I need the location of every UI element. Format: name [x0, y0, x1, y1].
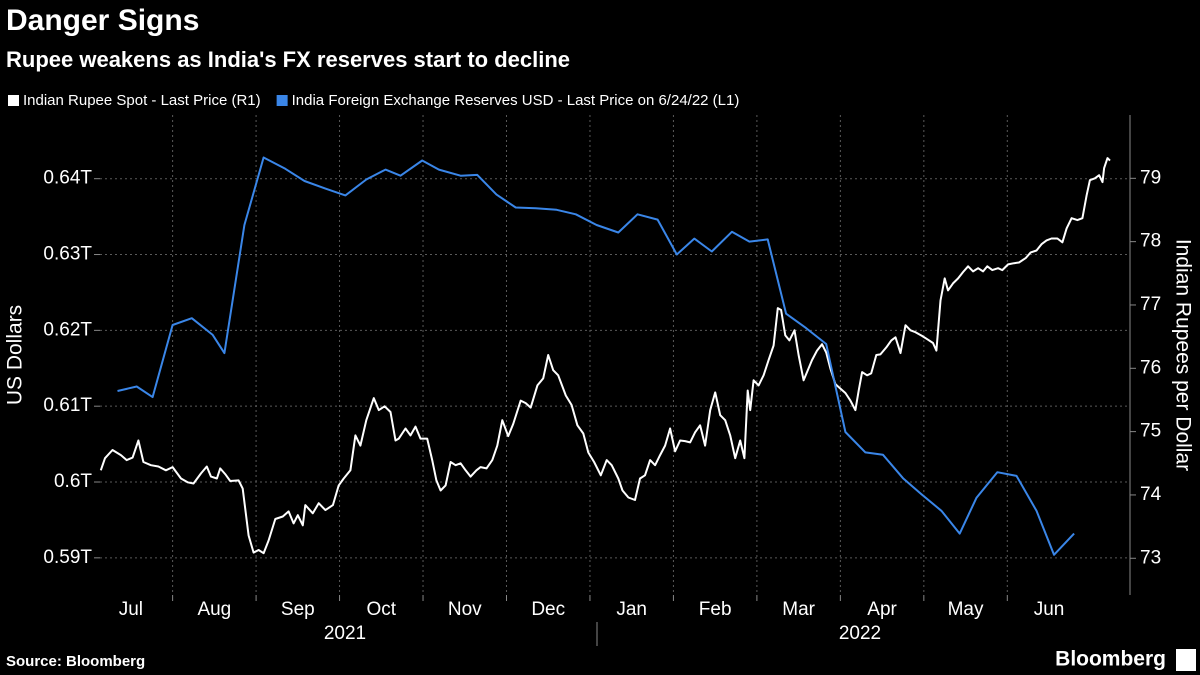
legend-swatch — [276, 95, 288, 106]
y2-axis-label: Indian Rupees per Dollar — [1171, 239, 1194, 471]
x-tick-label: Oct — [367, 599, 397, 620]
legend-swatch — [8, 95, 19, 106]
y-tick-label: 0.59T — [43, 547, 92, 568]
x-tick-label: Jul — [119, 599, 143, 620]
x-tick-label: Jun — [1034, 599, 1065, 620]
x-tick-label: Jan — [616, 599, 647, 620]
x-group-label: 2022 — [839, 623, 881, 644]
x-tick-label: Dec — [531, 599, 565, 620]
y2-tick-label: 74 — [1140, 484, 1162, 505]
x-tick-label: Mar — [782, 599, 815, 620]
y-tick-label: 0.62T — [43, 319, 92, 340]
x-tick-label: May — [948, 599, 984, 620]
y-axis-label: US Dollars — [4, 305, 27, 405]
x-tick-label: Feb — [699, 599, 732, 620]
series-line — [99, 157, 1111, 555]
x-tick-label: Apr — [867, 599, 897, 620]
brand: Bloomberg — [1055, 648, 1166, 671]
y2-tick-label: 79 — [1140, 167, 1161, 188]
brand-icon — [1176, 649, 1196, 671]
x-tick-label: Sep — [281, 599, 315, 620]
chart-subtitle: Rupee weakens as India's FX reserves sta… — [6, 47, 570, 72]
y2-tick-label: 78 — [1140, 231, 1161, 252]
y-tick-label: 0.61T — [43, 395, 92, 416]
y-tick-label: 0.6T — [54, 471, 92, 492]
legend-label: Indian Rupee Spot - Last Price (R1) — [23, 92, 261, 109]
x-tick-label: Aug — [197, 599, 231, 620]
x-group-label: 2021 — [324, 623, 366, 644]
legend-label: India Foreign Exchange Reserves USD - La… — [292, 92, 740, 109]
source: Source: Bloomberg — [6, 653, 145, 670]
y2-tick-label: 76 — [1140, 357, 1161, 378]
y2-tick-label: 77 — [1140, 294, 1161, 315]
series-line — [117, 156, 1075, 556]
y-tick-label: 0.64T — [43, 168, 92, 189]
y2-tick-label: 73 — [1140, 547, 1161, 568]
x-tick-label: Nov — [448, 599, 482, 620]
y-tick-label: 0.63T — [43, 244, 92, 265]
y2-tick-label: 75 — [1140, 421, 1161, 442]
chart-title: Danger Signs — [6, 4, 199, 37]
